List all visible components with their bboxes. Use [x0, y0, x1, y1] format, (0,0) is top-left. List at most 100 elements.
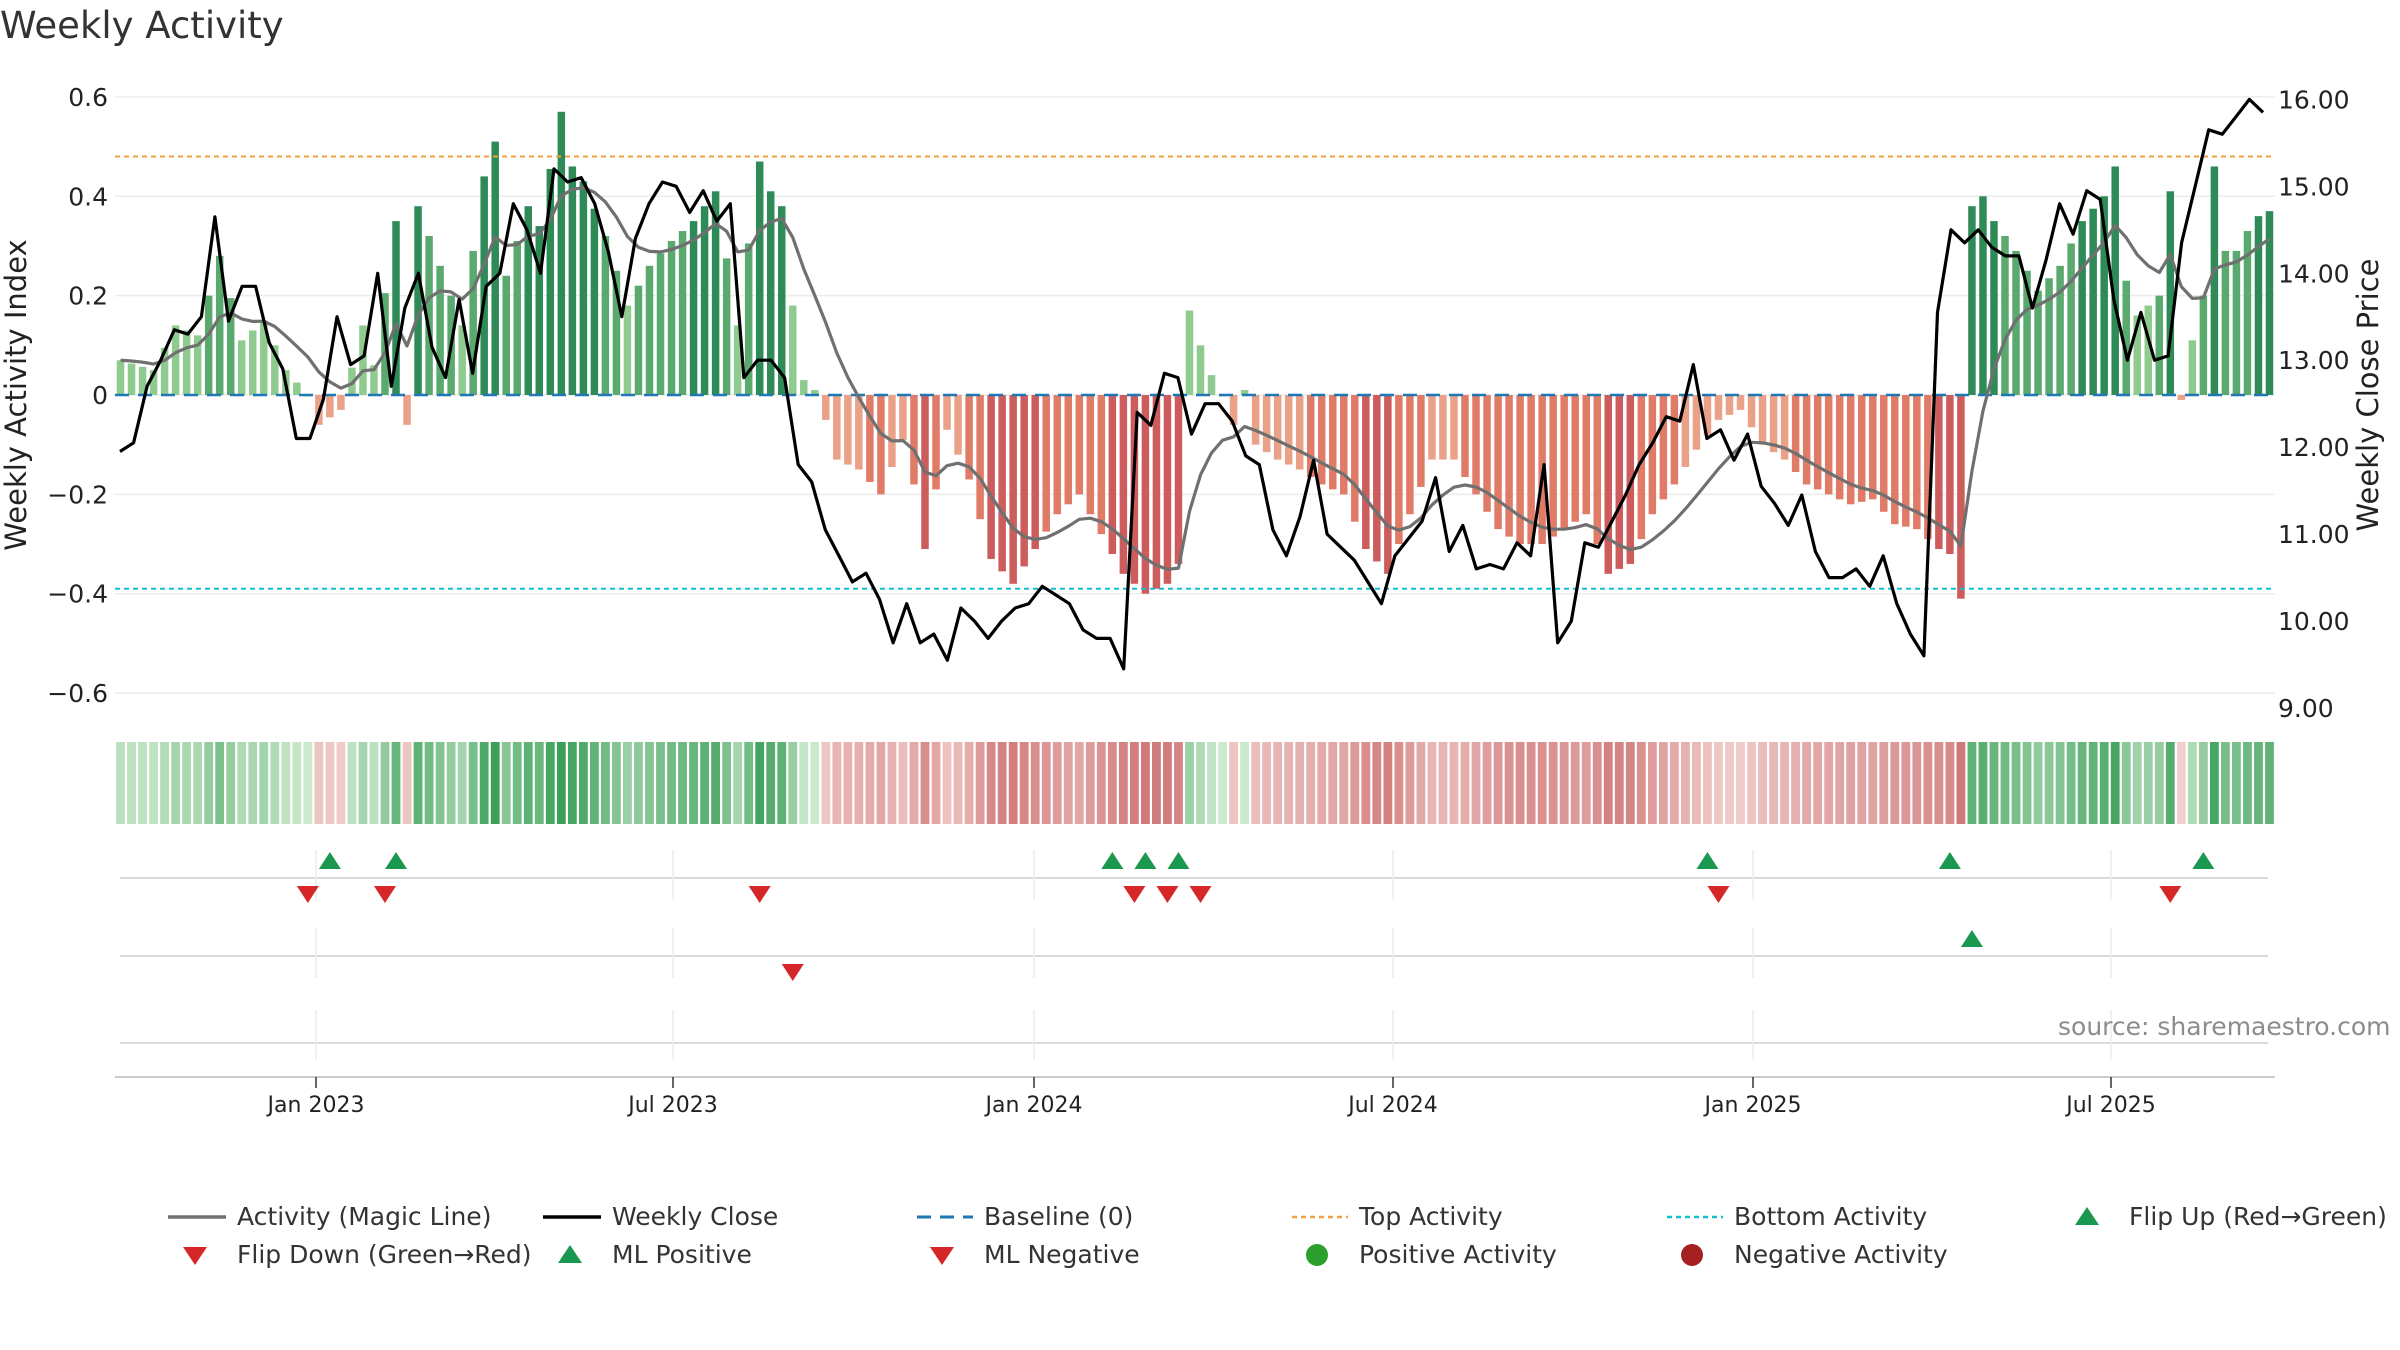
heat-strip-cell [1835, 742, 1845, 824]
activity-bar [1648, 395, 1657, 515]
activity-bar [149, 370, 158, 395]
x-tick-label: Jul 2025 [2064, 1093, 2156, 1118]
x-tick-label: Jan 2024 [984, 1093, 1083, 1118]
heat-strip-cell [898, 742, 908, 824]
y2-tick-label: 9.00 [2278, 694, 2334, 723]
heat-strip-cell [1085, 742, 1095, 824]
activity-bar [954, 395, 962, 455]
heat-strip-cell [1692, 742, 1701, 824]
activity-bar [1527, 395, 1535, 545]
activity-bar [2254, 216, 2263, 395]
activity-bar [2166, 191, 2175, 395]
heat-strip-cell [2055, 742, 2065, 824]
legend-swatch [183, 1247, 207, 1265]
activity-bar [1968, 206, 1976, 395]
activity-bar [623, 305, 632, 395]
heat-strip-cell [1074, 742, 1084, 824]
heat-strip-cell [402, 742, 412, 824]
activity-bar [2232, 250, 2241, 395]
heat-strip-cell [1240, 742, 1249, 824]
chart-title: Weekly Activity [0, 4, 284, 47]
activity-bar [469, 250, 477, 395]
activity-bar [1659, 395, 1668, 500]
activity-bar [888, 395, 896, 468]
heat-strip-cell [1152, 742, 1161, 824]
activity-bar [1483, 395, 1491, 512]
heat-strip-cell [1493, 742, 1503, 824]
flip-down-marker [1707, 886, 1730, 903]
activity-bar [866, 395, 874, 482]
activity-bar [403, 395, 411, 425]
heat-strip-cell [821, 742, 831, 824]
x-tick-label: Jul 2023 [626, 1093, 718, 1118]
heat-strip-cell [1703, 742, 1712, 824]
heat-strip-cell [149, 742, 158, 824]
activity-bar [1395, 395, 1403, 545]
heat-strip-cell [1581, 742, 1591, 824]
heat-strip-cell [964, 742, 974, 824]
flip-up-marker [318, 852, 341, 869]
activity-bar [2045, 278, 2053, 395]
heat-strip-cell [601, 742, 610, 824]
activity-bar [193, 335, 202, 395]
heat-strip-cell [2165, 742, 2175, 824]
heat-strip-cell [1967, 742, 1977, 824]
legend-label: Top Activity [1358, 1202, 1503, 1231]
heat-strip-cell [1625, 742, 1635, 824]
heat-strip-cell [1218, 742, 1227, 824]
activity-bar [1108, 395, 1117, 554]
activity-bar [535, 226, 544, 395]
heat-strip-cell [1559, 742, 1569, 824]
activity-bar [1295, 395, 1304, 470]
activity-bar [1891, 395, 1899, 525]
heat-strip-cell [193, 742, 203, 824]
heat-strip-cell [2121, 742, 2131, 824]
flip-down-marker [748, 886, 771, 903]
activity-bar [392, 221, 400, 395]
heat-strip-cell [1394, 742, 1404, 824]
activity-bar [1637, 395, 1646, 540]
activity-bar [1857, 395, 1866, 502]
heat-strip-cell [1460, 742, 1470, 824]
heat-strip-cell [2022, 742, 2032, 824]
activity-bar [1780, 395, 1789, 460]
activity-bar [1549, 395, 1557, 537]
activity-bar [491, 141, 499, 395]
heat-strip-cell [1669, 742, 1679, 824]
heat-strip-cell [259, 742, 269, 824]
activity-bar [656, 253, 665, 395]
heat-strip-cell [127, 742, 136, 824]
heat-strip-cell [226, 742, 236, 824]
y2-tick-label: 13.00 [2278, 346, 2350, 375]
activity-bar [546, 168, 555, 395]
activity-bar [1262, 395, 1271, 453]
activity-bar [1913, 395, 1921, 530]
heat-strip-cell [1449, 742, 1459, 824]
heat-strip-cell [2132, 742, 2142, 824]
activity-bar [1946, 395, 1954, 554]
activity-bar [2155, 295, 2164, 395]
heat-strip-cell [2209, 742, 2219, 824]
heat-strip-cell [347, 742, 357, 824]
activity-bar [1053, 395, 1061, 515]
heat-strip-cell [1570, 742, 1580, 824]
activity-bar [744, 243, 753, 395]
heat-strip-cell [1636, 742, 1646, 824]
heat-strip-cell [336, 742, 346, 824]
heat-strip-cell [854, 742, 864, 824]
heat-strip-cell [1052, 742, 1062, 824]
heat-strip-cell [248, 742, 258, 824]
heat-strip-cell [1901, 742, 1911, 824]
heat-strip-cell [1185, 742, 1194, 824]
activity-bar [1329, 395, 1337, 490]
legend-item: Negative Activity [1681, 1240, 1948, 1269]
activity-bar [1229, 395, 1238, 425]
heat-strip-cell [986, 742, 996, 824]
heat-strip-cell [1163, 742, 1172, 824]
activity-bar [1042, 395, 1050, 532]
activity-bar [1152, 395, 1161, 589]
heat-strip-cell [1537, 742, 1547, 824]
legend-label: Activity (Magic Line) [237, 1202, 491, 1231]
activity-bar [1703, 395, 1712, 435]
flip-up-marker [385, 852, 408, 869]
